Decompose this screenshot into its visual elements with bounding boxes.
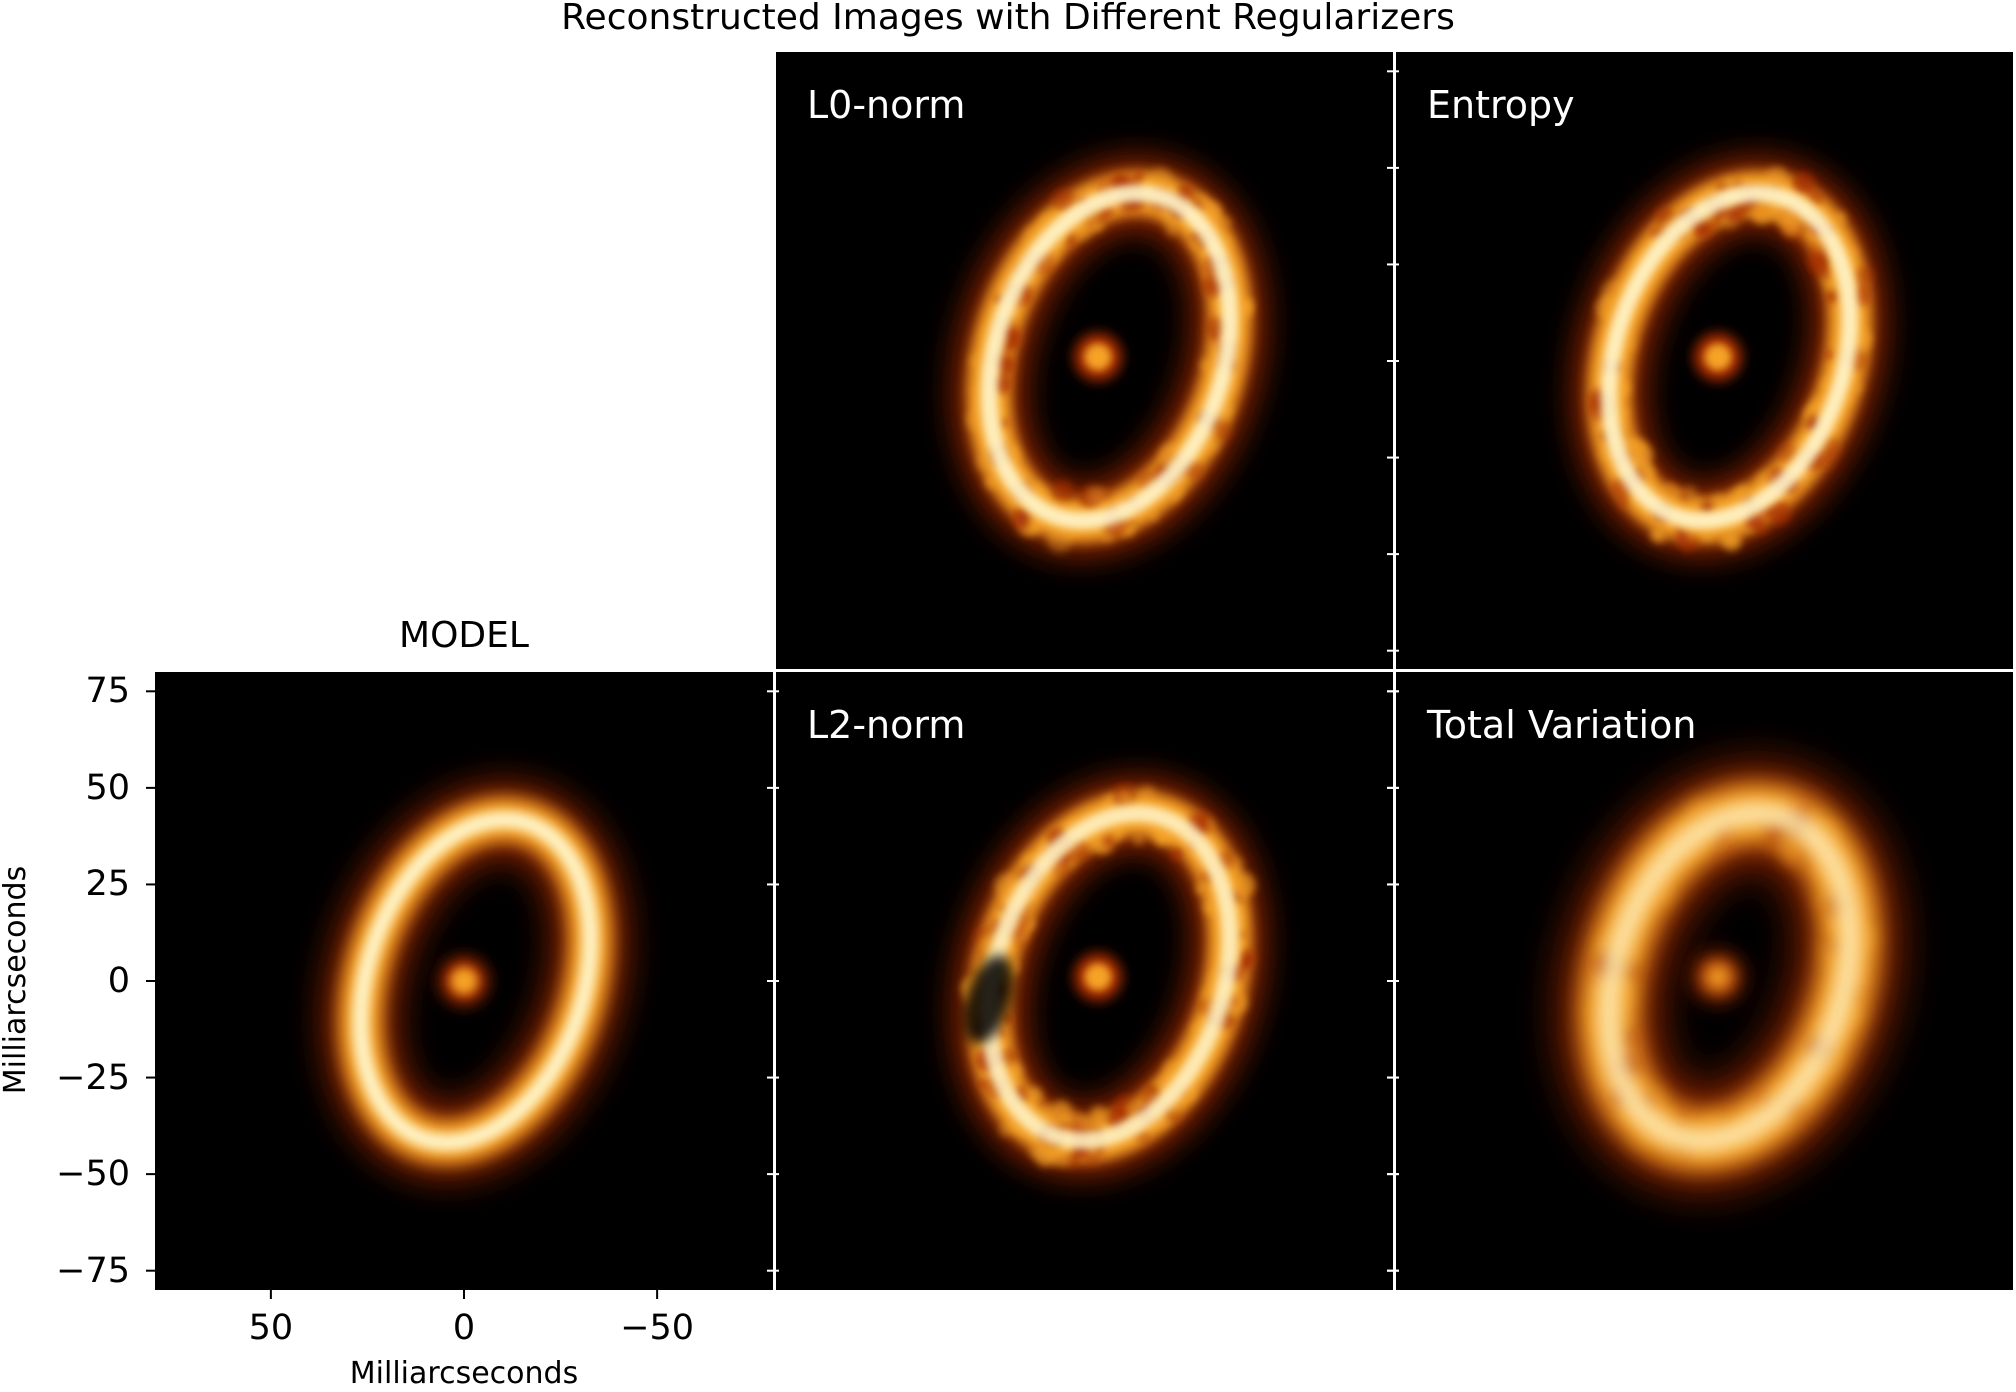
ring-core xyxy=(1597,801,1862,1153)
x-tick-label: 0 xyxy=(452,1308,476,1348)
total-variation-panel: Total Variation xyxy=(1395,672,2013,1290)
total-variation-image xyxy=(1559,764,1900,1190)
y-tick-label: −50 xyxy=(56,1154,130,1195)
central-source xyxy=(1704,343,1732,371)
l0-norm-panel: L0-norm xyxy=(775,52,1393,670)
panel-separator-middle xyxy=(775,669,2013,672)
ring-core xyxy=(1600,184,1859,530)
entropy-panel: Entropy xyxy=(1395,52,2013,670)
entropy-image xyxy=(1572,156,1887,558)
y-tick-label: 50 xyxy=(85,767,130,808)
figure-title: Reconstructed Images with Different Regu… xyxy=(561,0,1455,38)
y-tick-label: −25 xyxy=(56,1057,130,1098)
y-axis-label: Milliarcseconds xyxy=(0,865,33,1095)
central-source xyxy=(1084,963,1112,991)
panel-separator-left xyxy=(773,52,776,1290)
ring-gap xyxy=(962,955,1014,1044)
ring-core xyxy=(980,184,1239,530)
y-tick-label: −75 xyxy=(56,1250,130,1291)
x-axis-label: Milliarcseconds xyxy=(349,1356,579,1391)
total-variation-label: Total Variation xyxy=(1427,703,1697,747)
central-source xyxy=(1084,343,1112,371)
model-panel xyxy=(155,672,773,1290)
y-tick-label: 75 xyxy=(85,671,130,712)
ring-core xyxy=(980,804,1239,1150)
central-source xyxy=(450,967,478,995)
x-tick-label: 50 xyxy=(248,1308,294,1348)
y-tick-label: 25 xyxy=(85,864,130,905)
model-panel-title: MODEL xyxy=(399,615,529,656)
ring-core xyxy=(351,810,600,1152)
entropy-label: Entropy xyxy=(1427,83,1575,127)
y-tick-label: 0 xyxy=(107,961,130,1001)
l2-norm-label: L2-norm xyxy=(807,703,966,747)
model-image xyxy=(324,783,628,1179)
l2-norm-image xyxy=(952,776,1267,1178)
l0-norm-label: L0-norm xyxy=(807,83,966,127)
x-tick-label: −50 xyxy=(620,1308,695,1348)
central-source xyxy=(1704,963,1732,991)
l2-norm-panel: L2-norm xyxy=(775,672,1393,1290)
l0-norm-image xyxy=(952,156,1267,558)
